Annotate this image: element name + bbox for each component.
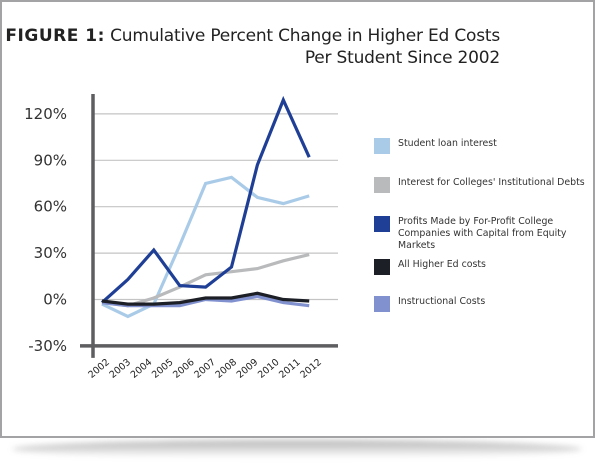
legend-label: Instructional Costs (398, 296, 486, 307)
legend-item: Instructional Costs (374, 296, 588, 312)
series-line-3 (101, 291, 310, 306)
y-tick-label: 120% (24, 105, 67, 123)
legend-item: Student loan interest (374, 138, 588, 154)
legend-item: Interest for Colleges' Institutional Deb… (374, 177, 588, 193)
legend-label: Interest for Colleges' Institutional Deb… (398, 177, 585, 188)
figure-card (0, 0, 595, 438)
title-line-1: Cumulative Percent Change in Higher Ed C… (110, 26, 500, 46)
y-tick-label: 60% (34, 198, 67, 216)
chart-title: FIGURE 1: Cumulative Percent Change in H… (5, 25, 500, 69)
legend-label: All Higher Ed costs (398, 259, 486, 270)
card-shadow (12, 440, 582, 458)
x-tick-label: 2009 (235, 357, 261, 381)
x-tick-label: 2003 (108, 357, 134, 381)
figure-label: FIGURE 1: (5, 26, 105, 46)
x-tick-label: 2004 (129, 357, 155, 381)
legend-label: Profits Made by For-Profit College Compa… (398, 216, 567, 251)
x-axis-ticks: 2002200320042005200620072008200920102011… (86, 357, 324, 381)
x-tick-label: 2010 (256, 357, 282, 381)
y-tick-label: 0% (43, 291, 67, 309)
legend-item: Profits Made by For-Profit College Compa… (374, 216, 578, 252)
legend-item: All Higher Ed costs (374, 259, 588, 275)
y-tick-label: 30% (34, 244, 67, 262)
series-line-2 (100, 95, 311, 304)
legend-swatch (374, 177, 390, 193)
legend-swatch (374, 296, 390, 312)
x-tick-label: 2008 (214, 357, 240, 381)
x-tick-label: 2002 (86, 357, 112, 381)
legend-label: Student loan interest (398, 138, 497, 149)
legend-swatch (374, 138, 390, 154)
title-line-2: Per Student Since 2002 (304, 48, 500, 68)
x-tick-label: 2011 (277, 357, 303, 381)
x-tick-label: 2005 (150, 357, 176, 381)
x-tick-label: 2006 (171, 357, 197, 381)
x-tick-label: 2007 (192, 357, 218, 381)
y-tick-label: -30% (28, 337, 67, 355)
x-tick-label: 2012 (298, 357, 324, 381)
series-lines (100, 95, 311, 319)
legend-swatch (374, 259, 390, 275)
y-axis-ticks: -30% 0% 30% 60% 90% 120% (24, 105, 67, 355)
legend-swatch (374, 216, 390, 232)
y-tick-label: 90% (34, 151, 67, 169)
series-line-0 (101, 175, 310, 319)
axes (80, 94, 338, 358)
